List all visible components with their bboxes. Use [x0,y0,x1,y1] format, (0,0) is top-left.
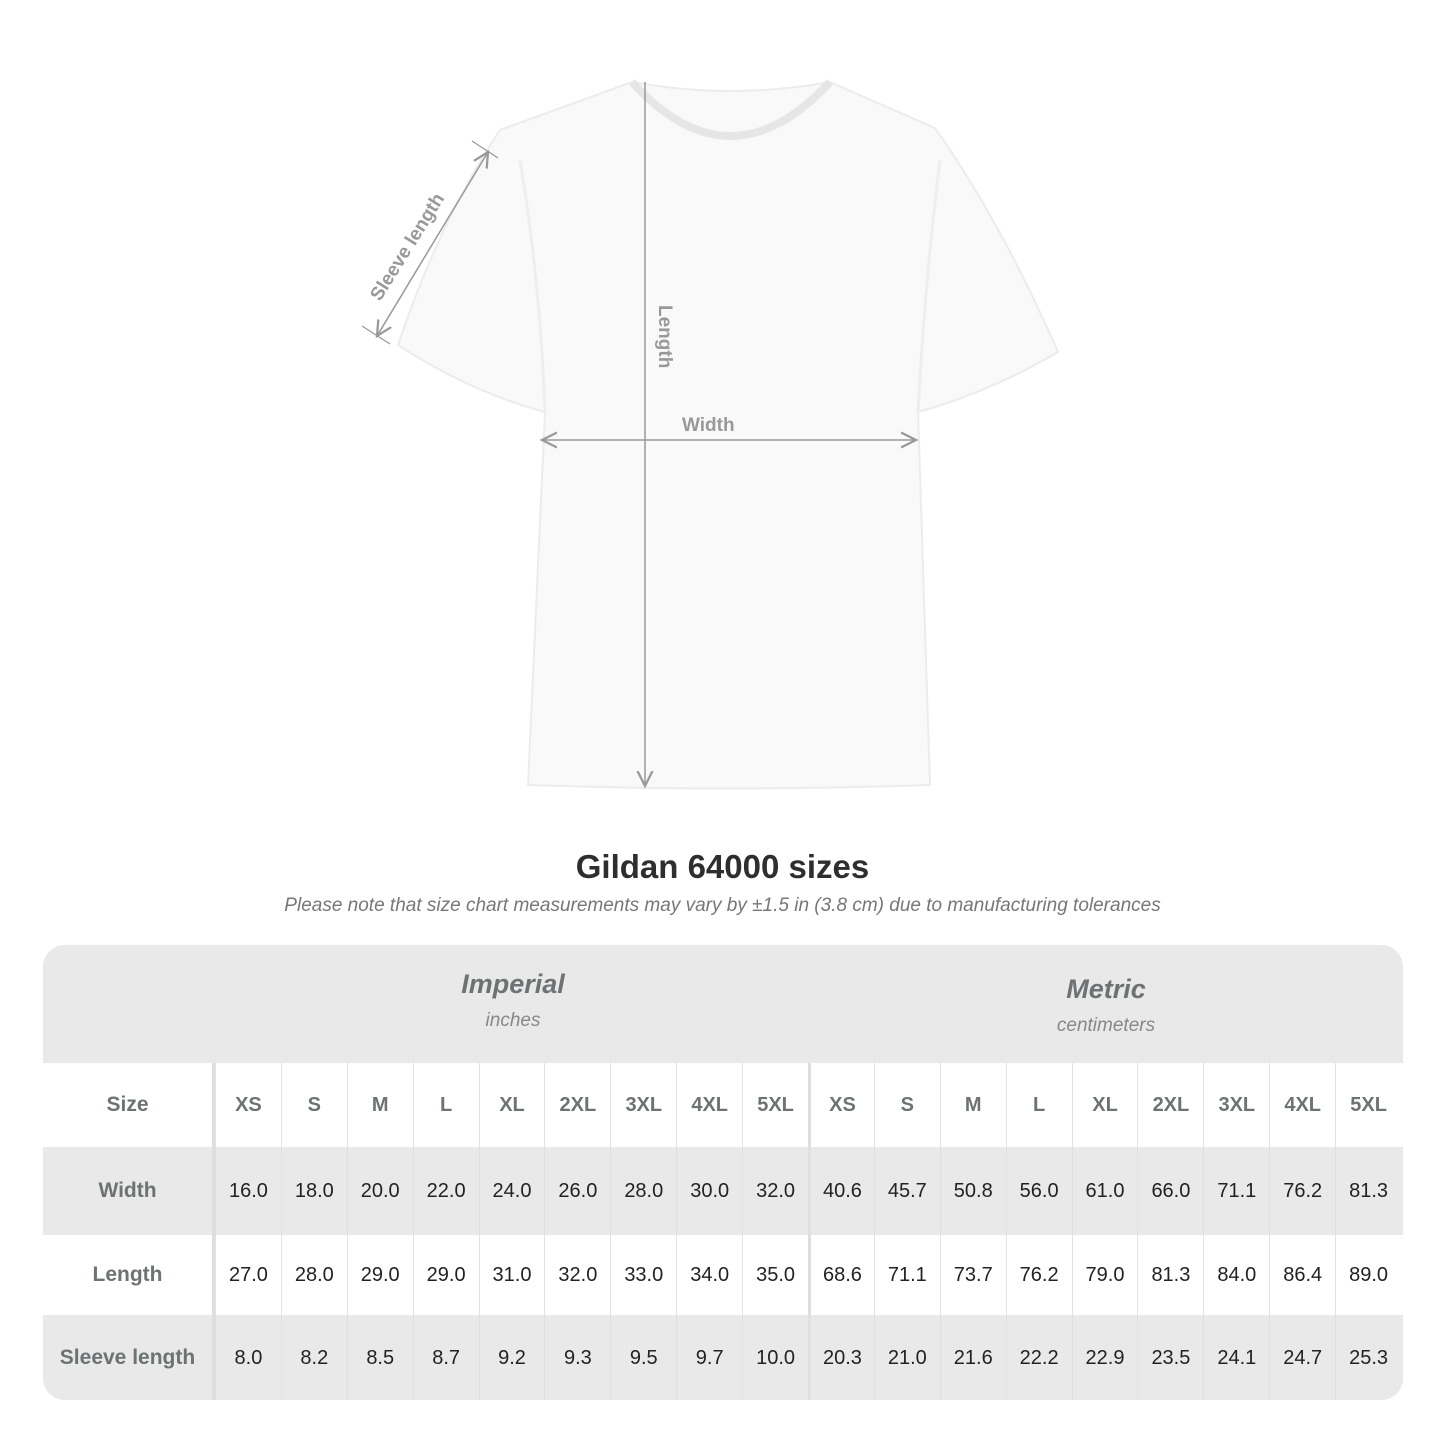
imperial-size-xs: XS [215,1063,281,1147]
metric-size-3xl: 3XL [1203,1063,1269,1147]
imperial-value: 28.0 [610,1147,676,1235]
table-row: Width 16.0 18.0 20.0 22.0 24.0 26.0 28.0 30.0 32.… [43,1147,1403,1235]
metric-value: 22.2 [1005,1315,1072,1400]
metric-value: 68.6 [808,1235,874,1315]
imperial-value: 24.0 [478,1147,545,1235]
metric-size-l: L [1005,1063,1072,1147]
imperial-size-5xl: 5XL [742,1063,808,1147]
metric-value: 76.2 [1005,1235,1072,1315]
imperial-size-2xl: 2XL [544,1063,610,1147]
imperial-value: 9.2 [478,1315,545,1400]
metric-value: 61.0 [1071,1147,1138,1235]
metric-value: 22.9 [1071,1315,1138,1400]
metric-size-xl: XL [1071,1063,1138,1147]
metric-value: 86.4 [1269,1235,1335,1315]
metric-value: 76.2 [1269,1147,1335,1235]
metric-title: Metric [1066,974,1146,1004]
metric-value: 45.7 [873,1147,940,1235]
imperial-value: 9.3 [544,1315,610,1400]
metric-value: 20.3 [808,1315,874,1400]
size-header-row: Size XS S M L XL 2XL 3XL 4XL 5XL XS S M L XL 2XL 3XL 4XL 5… [43,1063,1403,1147]
metric-size-4xl: 4XL [1269,1063,1335,1147]
imperial-value: 32.0 [742,1147,808,1235]
imperial-size-l: L [412,1063,479,1147]
unit-header-band: Imperial inches Metric centimeters [43,945,1403,1063]
metric-value: 21.6 [939,1315,1006,1400]
metric-value: 71.1 [873,1235,940,1315]
metric-value: 56.0 [1005,1147,1072,1235]
metric-value: 66.0 [1137,1147,1203,1235]
metric-value: 25.3 [1335,1315,1401,1400]
row-label: Width [43,1147,215,1235]
imperial-size-3xl: 3XL [610,1063,676,1147]
imperial-size-4xl: 4XL [676,1063,742,1147]
metric-value: 89.0 [1335,1235,1401,1315]
metric-size-s: S [873,1063,940,1147]
tshirt-diagram: Sleeve length Length Width [361,79,1060,790]
page-title: Gildan 64000 sizes [575,848,870,885]
metric-value: 50.8 [939,1147,1006,1235]
imperial-value: 33.0 [610,1235,676,1315]
metric-value: 73.7 [939,1235,1006,1315]
metric-value: 81.3 [1137,1235,1203,1315]
imperial-value: 8.2 [280,1315,347,1400]
row-label: Sleeve length [43,1315,215,1400]
metric-value: 40.6 [808,1147,874,1235]
size-label: Size [43,1063,215,1147]
imperial-value: 22.0 [412,1147,479,1235]
imperial-value: 30.0 [676,1147,742,1235]
imperial-size-s: S [280,1063,347,1147]
metric-unit: centimeters [1056,1015,1156,1036]
metric-size-5xl: 5XL [1335,1063,1401,1147]
imperial-value: 8.5 [346,1315,413,1400]
metric-header: Metric centimeters [809,974,1403,1037]
metric-size-xs: XS [808,1063,874,1147]
imperial-value: 18.0 [280,1147,347,1235]
imperial-header: Imperial inches [217,969,809,1032]
sleeve-arrow [377,152,488,336]
imperial-value: 26.0 [544,1147,610,1235]
metric-value: 71.1 [1203,1147,1269,1235]
imperial-value: 35.0 [742,1235,808,1315]
imperial-size-m: M [346,1063,413,1147]
imperial-size-xl: XL [478,1063,545,1147]
imperial-unit: inches [485,1010,541,1031]
table-row: Length 27.0 28.0 29.0 29.0 31.0 32.0 33.0 34.0 35… [43,1235,1403,1315]
metric-value: 24.1 [1203,1315,1269,1400]
metric-value: 81.3 [1335,1147,1401,1235]
row-label: Length [43,1235,215,1315]
metric-size-2xl: 2XL [1137,1063,1203,1147]
imperial-value: 9.7 [676,1315,742,1400]
imperial-value: 34.0 [676,1235,742,1315]
length-label: Length [654,305,675,368]
metric-value: 21.0 [873,1315,940,1400]
imperial-value: 29.0 [412,1235,479,1315]
size-table: Imperial inches Metric centimeters Size X… [43,945,1403,1400]
imperial-value: 29.0 [346,1235,413,1315]
width-label: Width [682,415,735,436]
metric-value: 24.7 [1269,1315,1335,1400]
imperial-value: 8.0 [215,1315,281,1400]
metric-value: 23.5 [1137,1315,1203,1400]
imperial-value: 32.0 [544,1235,610,1315]
size-grid: Size XS S M L XL 2XL 3XL 4XL 5XL XS S M L XL 2XL 3XL 4XL 5… [43,1063,1403,1400]
metric-value: 79.0 [1071,1235,1138,1315]
imperial-value: 10.0 [742,1315,808,1400]
tolerance-note: Please note that size chart measurements… [284,895,1161,916]
imperial-value: 9.5 [610,1315,676,1400]
imperial-title: Imperial [461,969,565,999]
imperial-value: 27.0 [215,1235,281,1315]
imperial-value: 20.0 [346,1147,413,1235]
imperial-value: 16.0 [215,1147,281,1235]
imperial-value: 31.0 [478,1235,545,1315]
imperial-value: 28.0 [280,1235,347,1315]
metric-value: 84.0 [1203,1235,1269,1315]
imperial-value: 8.7 [412,1315,479,1400]
collar [629,79,833,140]
table-row: Sleeve length 8.0 8.2 8.5 8.7 9.2 9.3 9.5 9.7 10.… [43,1315,1403,1400]
metric-size-m: M [939,1063,1006,1147]
